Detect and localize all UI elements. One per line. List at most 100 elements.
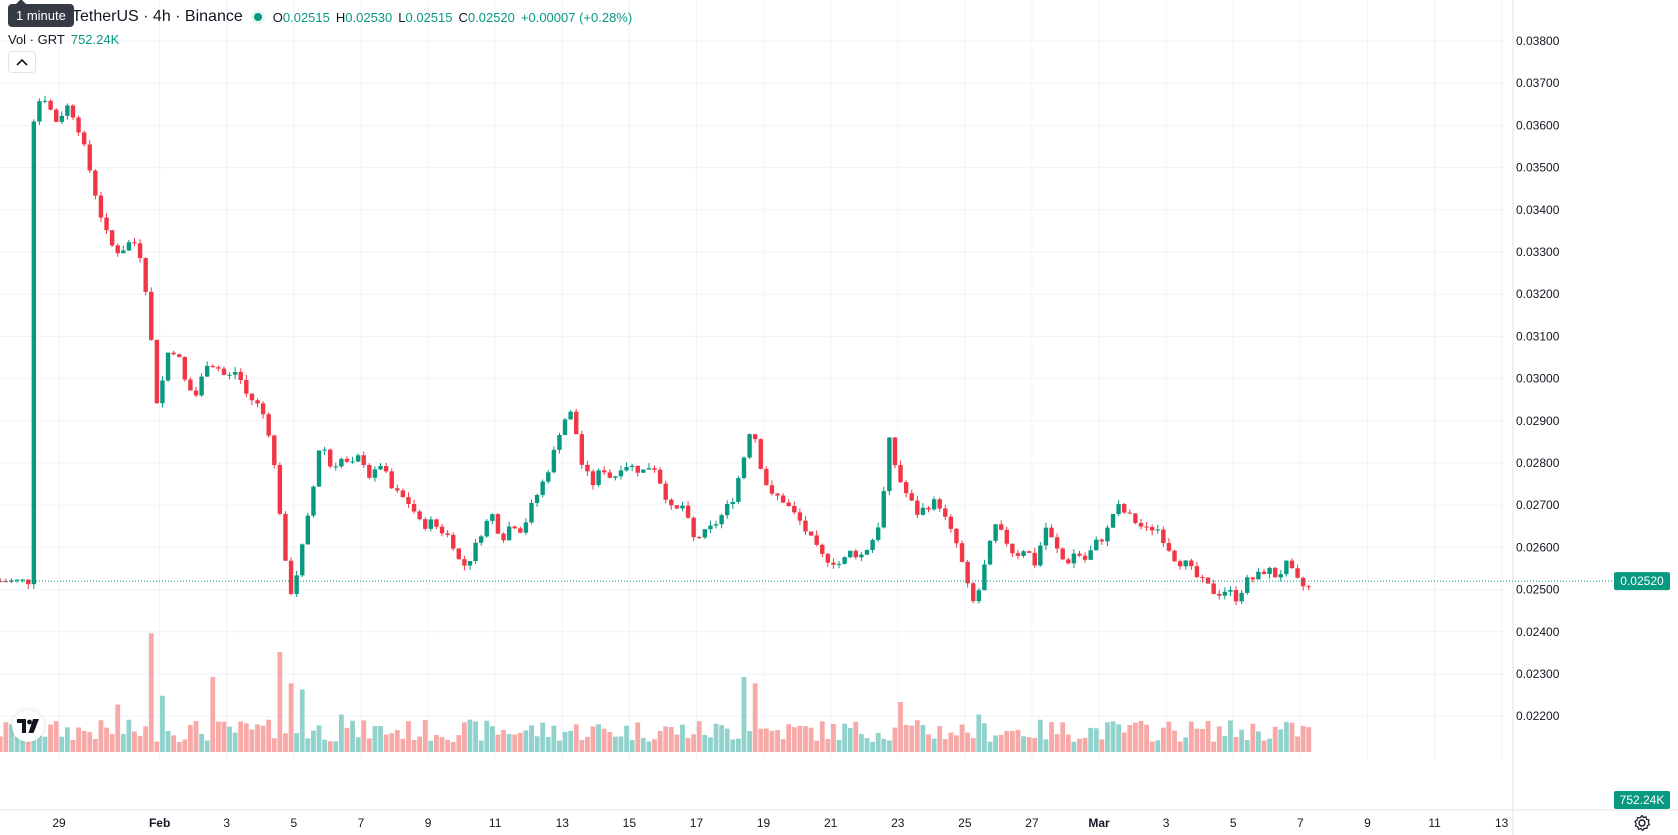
volume-bar: [495, 734, 501, 752]
volume-bar: [579, 740, 585, 752]
volume-bar: [0, 736, 3, 752]
volume-bar: [422, 720, 428, 752]
volume-bar: [53, 721, 59, 752]
collapse-legend-button[interactable]: [8, 51, 36, 73]
volume-bar: [1043, 739, 1049, 752]
candle-body: [898, 465, 903, 483]
time-axis[interactable]: 29 Feb 3 5 7 9 11 13 15 17 19 21 23 25 27 Mar 3 5 7 9 11 13: [52, 816, 1508, 830]
volume-bar: [892, 727, 898, 752]
volume-bar: [76, 727, 81, 752]
candle-body: [741, 457, 747, 479]
volume-bar: [797, 725, 803, 752]
candle-body: [943, 508, 948, 517]
volume-bar: [898, 702, 903, 752]
volume-bar: [311, 730, 316, 752]
volume-bar: [467, 719, 473, 752]
volume-bar: [512, 734, 518, 752]
candle-body: [490, 514, 495, 521]
volume-bar: [355, 737, 361, 752]
candle-body: [792, 506, 797, 513]
candle-body: [764, 468, 769, 486]
volume-bar: [294, 733, 300, 752]
volume-bar: [1138, 720, 1144, 752]
candle-body: [730, 501, 735, 504]
candle-body: [350, 461, 355, 463]
candle-body: [697, 537, 702, 539]
candle-body: [126, 242, 132, 251]
volume-bar: [937, 726, 943, 752]
tradingview-logo-icon[interactable]: [12, 710, 44, 742]
volume-bar: [506, 734, 512, 752]
volume-bar: [37, 735, 42, 752]
candle-body: [1295, 568, 1300, 578]
open-label: O: [272, 9, 283, 25]
volume-label[interactable]: Vol · GRT: [8, 32, 65, 47]
volume-bar: [338, 714, 344, 752]
volume-bar: [1188, 721, 1194, 752]
candle-body: [132, 242, 137, 244]
candle-body: [473, 542, 478, 562]
candle-body: [171, 352, 176, 355]
volume-bar: [545, 736, 551, 752]
time-tick-label: 3: [223, 816, 230, 830]
candle-body: [327, 449, 333, 467]
volume-bar: [1110, 721, 1116, 752]
volume-bar: [1060, 722, 1066, 752]
volume-bar: [993, 735, 999, 752]
candle-body: [1256, 571, 1261, 580]
volume-bar: [316, 725, 322, 752]
market-status-icon[interactable]: [250, 10, 265, 24]
volume-bar: [1149, 741, 1155, 752]
volume-bar: [199, 733, 204, 752]
candle-body: [149, 291, 154, 340]
volume-bar: [176, 741, 182, 752]
volume-bar: [1283, 721, 1289, 752]
candle-body: [221, 368, 227, 375]
price-tick-label: 0.03600: [1516, 118, 1560, 132]
candle-body: [1004, 529, 1009, 544]
last-price-value: 0.02520: [1620, 574, 1664, 588]
candle-body: [204, 365, 210, 377]
candle-body: [546, 472, 551, 482]
price-tick-label: 0.03300: [1516, 245, 1560, 259]
price-axis[interactable]: 0.03800 0.03700 0.03600 0.03500 0.03400 0.033…: [1516, 34, 1560, 723]
close-label: C: [458, 9, 468, 25]
volume-bar: [221, 721, 227, 752]
candle-body: [1060, 548, 1065, 560]
volume-bar: [864, 737, 870, 752]
candle-body: [775, 493, 780, 496]
volume-bar: [350, 720, 355, 752]
volume-bar: [618, 736, 624, 752]
time-tick-label: 21: [824, 816, 838, 830]
candle-body: [31, 121, 37, 585]
candle-body: [954, 528, 959, 544]
candle-body: [1144, 526, 1149, 528]
gear-icon[interactable]: [1633, 814, 1651, 832]
candle-body: [417, 511, 422, 520]
candle-body: [708, 525, 713, 530]
candle-body: [1228, 590, 1233, 592]
candle-body: [607, 472, 612, 478]
candle-body: [355, 455, 361, 462]
candle-body: [316, 450, 322, 487]
volume-bar: [998, 734, 1004, 752]
candle-body: [1088, 550, 1093, 560]
volume-bar: [573, 724, 579, 752]
candle-body: [691, 517, 696, 538]
volume-bar: [461, 722, 467, 752]
candle-body: [1066, 559, 1071, 564]
symbol-title[interactable]: TetherUS · 4h · Binance: [72, 8, 243, 25]
volume-bar: [825, 738, 831, 752]
candle-body: [624, 467, 629, 471]
candle-body: [1200, 577, 1205, 579]
time-tick-label: 27: [1025, 816, 1039, 830]
volume-bar: [9, 724, 14, 752]
volume-bar: [640, 737, 646, 752]
candle-body: [367, 464, 372, 478]
candle-body: [451, 534, 456, 549]
candle-body: [1026, 551, 1032, 553]
candle-body: [674, 505, 680, 509]
candle-body: [965, 561, 970, 584]
